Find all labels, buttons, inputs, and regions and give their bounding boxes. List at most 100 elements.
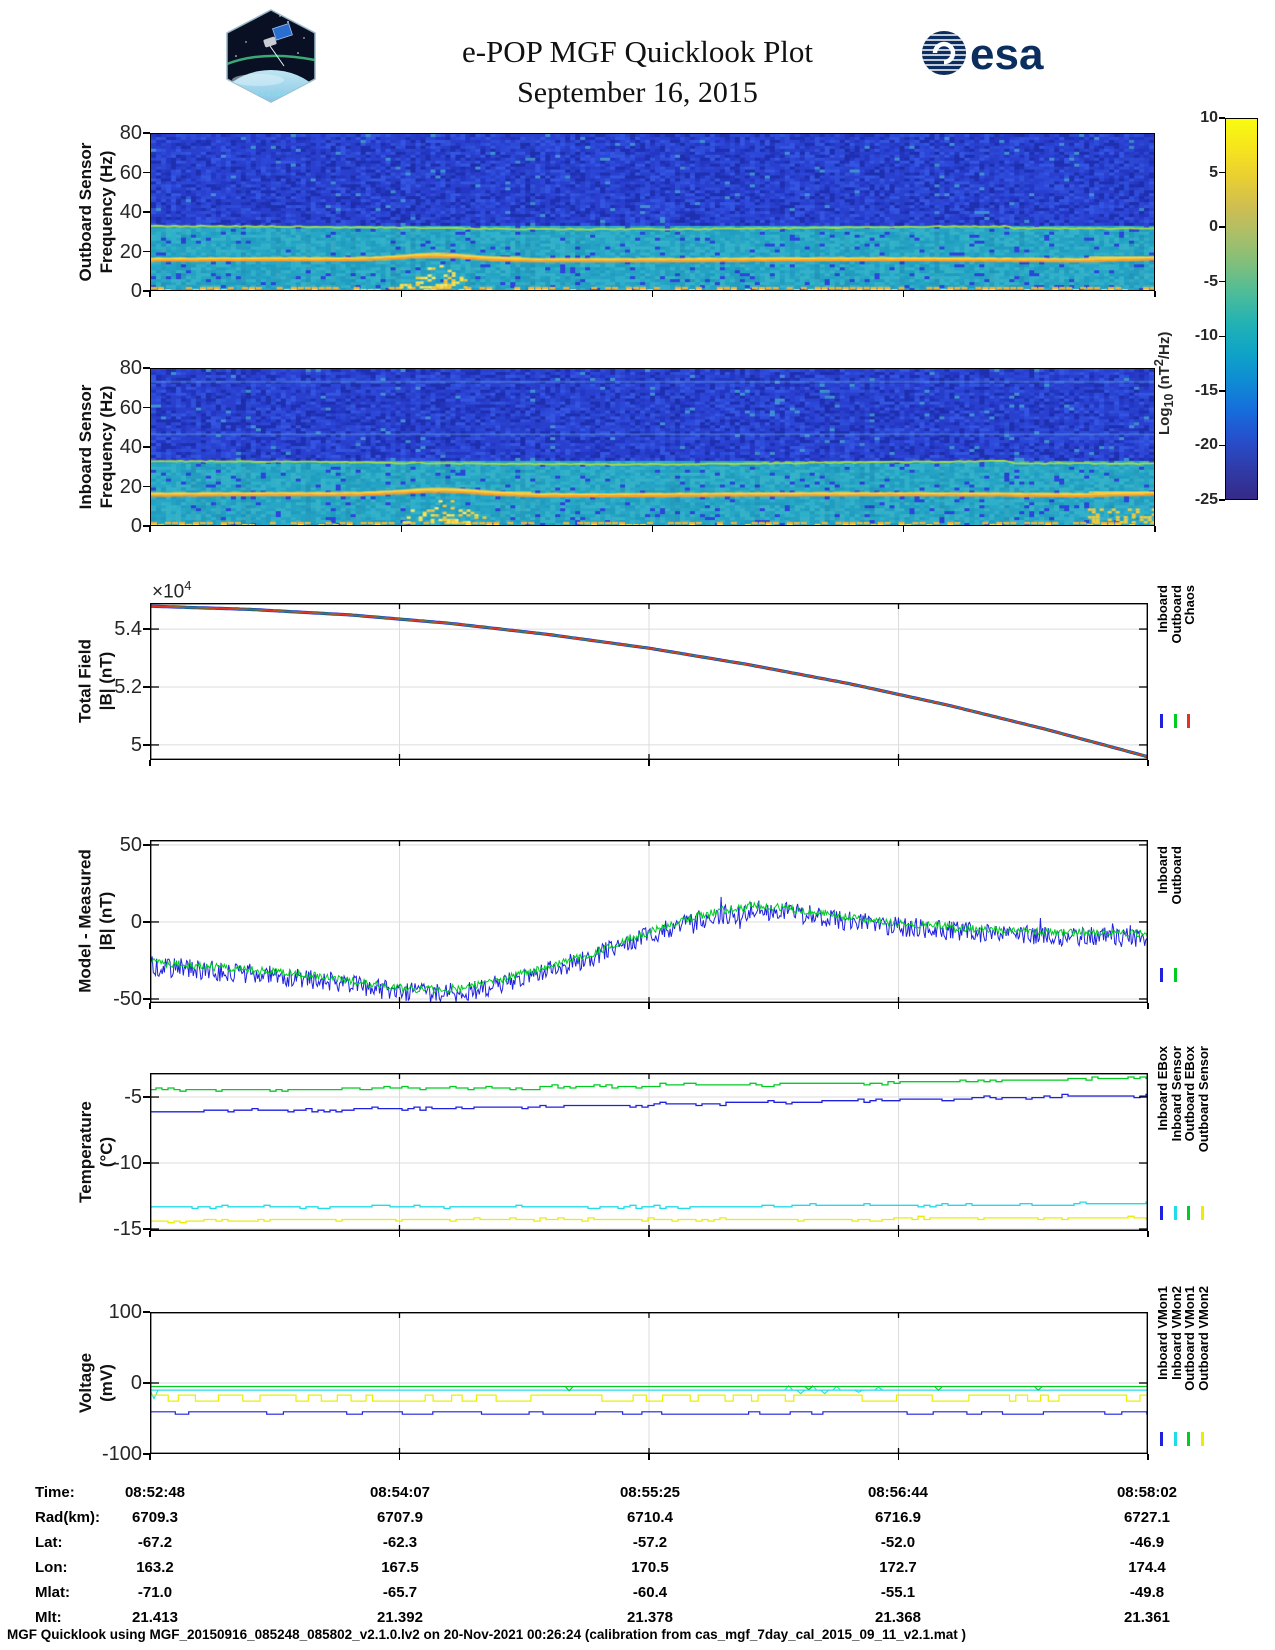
legend-color-mark — [1187, 1206, 1190, 1220]
axis-tick-mark — [1154, 526, 1156, 532]
colorbar-tick-label: -25 — [1194, 491, 1218, 508]
axis-tick-mark — [398, 1231, 401, 1237]
y-tick-label: 50 — [119, 833, 142, 856]
table-cell: 6707.9 — [377, 1509, 423, 1526]
axis-tick-mark — [1147, 1231, 1149, 1237]
cassiope-patch-art: CASSIOPE — [226, 9, 316, 103]
axis-tick-mark — [648, 1454, 650, 1460]
series-line — [150, 1394, 1148, 1402]
table-cell: 08:55:25 — [619, 1484, 681, 1501]
axis-tick-mark — [648, 1003, 650, 1009]
axis-tick-mark — [143, 250, 150, 253]
table-row-label-mlat: Mlat: — [35, 1584, 70, 1601]
axis-tick-mark — [651, 291, 654, 297]
voltage-plot — [150, 1312, 1148, 1454]
series-line — [784, 1384, 794, 1391]
y-tick-label: -5 — [124, 1086, 142, 1109]
table-row-label-time: Time: — [35, 1484, 75, 1501]
axis-tick-mark — [143, 367, 150, 369]
colorbar-tick-label: 10 — [1200, 109, 1218, 126]
y-tick-label: 0 — [130, 280, 142, 302]
axis-tick-mark — [400, 291, 402, 297]
table-cell: -46.9 — [1129, 1534, 1165, 1551]
colorbar-tick-label: -15 — [1194, 381, 1218, 399]
y-tick-label: 5.4 — [114, 618, 142, 641]
axis-tick-mark — [143, 446, 150, 448]
axis-tick-mark — [1147, 1454, 1149, 1460]
y-tick-label: 20 — [119, 240, 142, 263]
axis-tick-mark — [1219, 390, 1225, 392]
axis-tick-mark — [897, 1003, 900, 1009]
axis-tick-mark — [1147, 1003, 1149, 1009]
axis-tick-mark — [400, 526, 402, 532]
table-cell: 21.392 — [377, 1609, 423, 1626]
axis-tick-mark — [149, 1231, 151, 1237]
total-field-scale-note: ×104 — [152, 578, 192, 603]
legend-color-mark — [1160, 968, 1163, 982]
axis-tick-mark — [143, 290, 150, 292]
axis-tick-mark — [143, 132, 150, 134]
spectrogram-colorbar — [1225, 118, 1258, 500]
axis-tick-mark — [143, 406, 150, 409]
table-cell: 6716.9 — [875, 1509, 921, 1526]
table-cell: -49.8 — [1129, 1584, 1165, 1601]
axis-tick-mark — [143, 744, 150, 746]
axis-tick-mark — [149, 291, 151, 297]
y-tick-label: 20 — [119, 475, 142, 498]
legend-color-mark — [1200, 1432, 1204, 1446]
model_measured-plot — [150, 840, 1148, 1003]
figure-title: e-POP MGF Quicklook Plot — [461, 34, 814, 69]
table-cell: 21.361 — [1124, 1609, 1170, 1626]
table-cell: -62.3 — [382, 1534, 418, 1551]
axis-tick-mark — [143, 1453, 150, 1455]
legend-label-outboard-vmon2: Outboard VMon2 — [1195, 1286, 1211, 1391]
y-tick-label: 80 — [119, 122, 142, 144]
voltage-panel — [150, 1312, 1148, 1454]
legend-color-mark — [1173, 714, 1177, 728]
legend-color-mark — [1187, 714, 1190, 728]
esa-wordmark: esa — [970, 30, 1044, 79]
y-tick-label: -100 — [101, 1443, 142, 1465]
y-tick-label: 0 — [130, 515, 142, 537]
axis-tick-mark — [1147, 760, 1149, 766]
axis-tick-mark — [1154, 291, 1156, 297]
axis-tick-mark — [1219, 499, 1225, 501]
series-line — [796, 1389, 806, 1395]
table-cell: 167.5 — [381, 1559, 419, 1576]
axis-tick-mark — [398, 1003, 401, 1009]
series-line — [150, 1093, 1148, 1113]
axis-tick-mark — [1219, 281, 1225, 283]
axis-tick-mark — [143, 921, 150, 923]
table-cell: 21.413 — [132, 1609, 178, 1626]
axis-tick-mark — [903, 291, 905, 297]
figure-date: September 16, 2015 — [517, 76, 758, 109]
axis-tick-mark — [1219, 171, 1225, 174]
table-cell: -60.4 — [632, 1584, 668, 1601]
axis-tick-mark — [143, 1096, 150, 1098]
axis-tick-mark — [143, 1382, 150, 1384]
y-tick-label: 100 — [108, 1301, 142, 1323]
table-row-label-radkm: Rad(km): — [35, 1509, 101, 1526]
legend-label-outboard: Outboard — [1168, 846, 1184, 905]
axis-tick-mark — [903, 526, 905, 532]
legend-label-inboard-sensor: Inboard Sensor — [1168, 1046, 1184, 1142]
legend-label-inboard: Inboard — [1155, 585, 1170, 633]
table-cell: 6727.1 — [1124, 1509, 1170, 1526]
axis-tick-mark — [143, 525, 150, 527]
colorbar-tick-label: -5 — [1203, 272, 1218, 290]
axis-tick-mark — [1219, 444, 1225, 447]
table-cell: -71.0 — [137, 1584, 173, 1601]
y-tick-label: 40 — [119, 201, 142, 223]
total_field-plot — [150, 603, 1148, 760]
axis-tick-mark — [143, 844, 150, 846]
series-line — [150, 1076, 1148, 1092]
table-cell: 08:52:48 — [124, 1484, 186, 1501]
cassiope-mission-patch: CASSIOPE — [218, 8, 325, 105]
table-row-label-mlt: Mlt: — [35, 1609, 62, 1626]
legend-color-mark — [1160, 714, 1163, 728]
colorbar-tick-label: -20 — [1194, 436, 1218, 454]
legend-color-mark — [1173, 1432, 1177, 1446]
table-cell: -55.1 — [880, 1584, 916, 1601]
axis-tick-mark — [897, 1231, 900, 1237]
legend-label-inboard-vmon2: Inboard VMon2 — [1168, 1286, 1184, 1380]
